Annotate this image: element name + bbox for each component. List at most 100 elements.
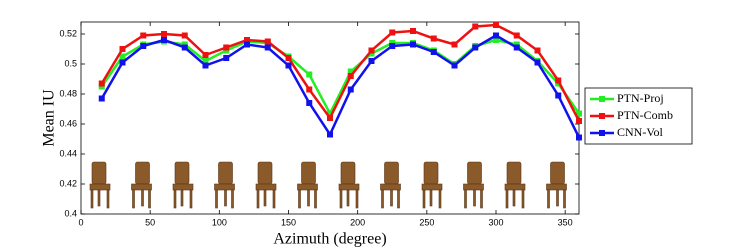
point xyxy=(472,23,479,30)
point xyxy=(244,41,250,48)
chair-leg xyxy=(272,189,276,209)
chair-leg xyxy=(106,189,110,209)
chair-seat xyxy=(172,183,194,191)
point xyxy=(347,73,354,79)
chair-seat xyxy=(380,183,401,191)
point xyxy=(451,41,458,48)
point xyxy=(513,32,520,39)
point xyxy=(534,47,541,54)
y-tick-label: 0.42 xyxy=(59,178,77,188)
chair-seat xyxy=(297,183,318,191)
y-tick-label: 0.5 xyxy=(64,58,77,68)
series-line xyxy=(100,34,581,139)
chair xyxy=(255,161,277,209)
chair-leg xyxy=(231,189,234,209)
x-tick-label: 250 xyxy=(419,217,434,227)
chair-leg xyxy=(464,189,467,209)
chair-back xyxy=(467,161,482,185)
chair-seat xyxy=(255,183,277,191)
chair-leg xyxy=(256,189,260,209)
chair xyxy=(297,161,318,209)
chair-leg xyxy=(141,189,144,207)
chair-back xyxy=(135,161,150,185)
x-tick-label: 100 xyxy=(212,217,227,227)
chair-leg xyxy=(512,189,516,207)
chair xyxy=(214,161,235,209)
point xyxy=(576,110,582,117)
point xyxy=(576,134,582,141)
chair-back xyxy=(174,161,190,185)
point xyxy=(119,46,126,52)
y-tick-label: 0.46 xyxy=(59,118,77,128)
chair-seat xyxy=(504,183,526,191)
chair-leg xyxy=(429,189,433,207)
point xyxy=(555,77,562,84)
point xyxy=(98,95,105,102)
chair-back xyxy=(340,161,356,185)
point xyxy=(306,86,313,93)
chair-back xyxy=(301,161,316,185)
chair-leg xyxy=(263,189,267,207)
chair xyxy=(463,161,484,209)
y-tick-label: 0.44 xyxy=(59,148,77,158)
chair xyxy=(89,161,111,209)
point xyxy=(493,22,499,28)
chair-leg xyxy=(473,189,476,207)
chair-leg xyxy=(346,189,350,207)
point xyxy=(264,38,271,45)
point xyxy=(161,31,167,37)
chair-seat xyxy=(214,183,235,191)
series-line xyxy=(100,38,581,117)
point xyxy=(140,32,147,39)
y-tick-label: 0.52 xyxy=(59,28,77,38)
x-tick-label: 350 xyxy=(558,217,573,227)
chair-leg xyxy=(189,189,193,209)
point xyxy=(202,58,209,64)
chair xyxy=(338,161,360,209)
chair-seat xyxy=(463,183,484,191)
chair-leg xyxy=(180,189,184,207)
point xyxy=(244,37,250,43)
chair xyxy=(172,161,194,209)
chair xyxy=(504,161,526,209)
point xyxy=(430,35,437,42)
chair-back xyxy=(91,161,107,185)
point xyxy=(181,44,188,51)
chair-leg xyxy=(563,189,566,209)
chair-seat xyxy=(338,183,360,191)
chair-back xyxy=(384,161,399,185)
chair xyxy=(380,161,401,209)
point xyxy=(472,44,479,51)
x-tick-label: 0 xyxy=(78,217,83,227)
point xyxy=(223,44,230,51)
chair-leg xyxy=(97,189,101,207)
y-tick-label: 0.48 xyxy=(59,88,77,98)
chair-seat xyxy=(89,183,111,191)
point xyxy=(327,131,333,138)
chair-leg xyxy=(90,189,94,209)
chair-leg xyxy=(307,189,310,207)
point xyxy=(161,37,167,43)
chair-leg xyxy=(521,189,525,209)
chair-leg xyxy=(355,189,359,209)
x-tick-label: 150 xyxy=(281,217,296,227)
y-axis-label: Mean IU xyxy=(41,89,58,147)
chair-seat xyxy=(421,183,443,191)
chair-images xyxy=(89,161,567,209)
legend-label: CNN-Vol xyxy=(617,125,663,139)
point xyxy=(119,59,126,66)
chair-leg xyxy=(505,189,509,209)
chair-back xyxy=(257,161,273,185)
point xyxy=(430,49,437,55)
point xyxy=(347,68,354,75)
chair xyxy=(421,161,443,209)
point xyxy=(327,115,333,121)
chair-leg xyxy=(390,189,393,207)
point xyxy=(202,52,209,58)
point xyxy=(285,55,292,61)
legend-label: PTN-Proj xyxy=(617,91,664,105)
point xyxy=(181,32,188,39)
legend-marker xyxy=(599,96,605,102)
point xyxy=(223,55,230,61)
